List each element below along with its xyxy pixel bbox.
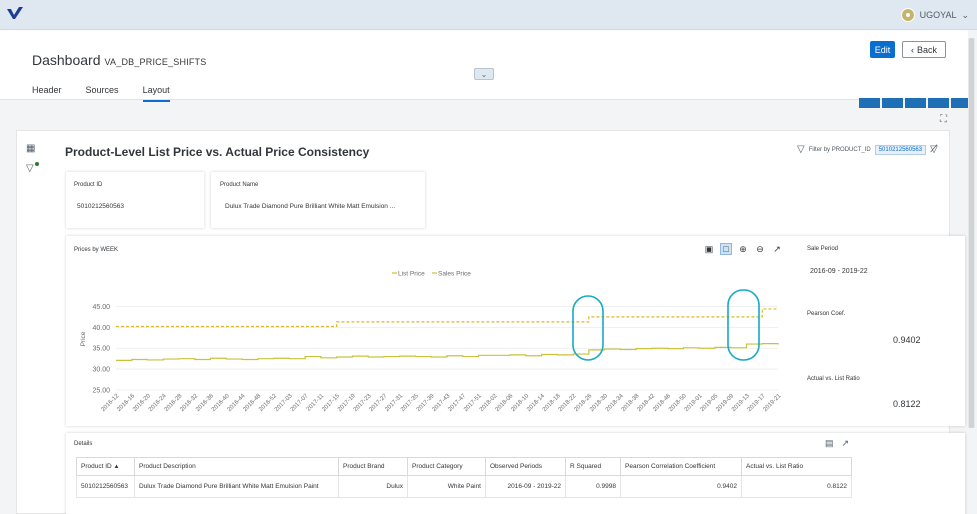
tab-bar: Header Sources Layout [32, 85, 170, 102]
kpi-card-product-id: Product ID 5010212560563 [66, 172, 204, 228]
layout-toolbar [859, 98, 972, 108]
back-label: Back [916, 44, 937, 55]
details-table: Product ID ▲ Product Description Product… [76, 457, 852, 498]
tab-sources[interactable]: Sources [85, 85, 119, 95]
ratio-label: Actual vs. List Ratio [807, 376, 860, 382]
page-title-text: Dashboard [32, 52, 101, 68]
page-title: Dashboard VA_DB_PRICE_SHIFTS [32, 52, 206, 68]
toolbar-button-3[interactable] [905, 98, 926, 108]
fullscreen-icon[interactable]: ⛶ [940, 114, 947, 125]
page-subtitle: VA_DB_PRICE_SHIFTS [104, 57, 207, 67]
user-name: UGOYAL [919, 10, 957, 20]
tab-header[interactable]: Header [32, 85, 62, 95]
select-icon[interactable]: □ [720, 243, 732, 255]
chevron-down-icon: ⌄ [961, 9, 969, 20]
cell-category: White Paint [407, 475, 486, 498]
active-dot [35, 162, 39, 166]
sale-period-value: 2016-09 - 2019-22 [810, 268, 868, 275]
filter-chip[interactable]: 5010212560563 [874, 144, 927, 155]
kpi-card-product-name: Product Name Dulux Trade Diamond Pure Br… [211, 172, 425, 228]
table-row[interactable]: 5010212560563 Dulux Trade Diamond Pure B… [76, 475, 852, 498]
user-menu[interactable]: UGOYAL ⌄ [900, 8, 969, 22]
table-view-icon[interactable]: ▤ [825, 438, 834, 448]
chevron-left-icon: ‹ [910, 44, 914, 55]
sale-period-label: Sale Period [807, 246, 839, 252]
filter-bar: ▽ Filter by PRODUCT_ID 5010212560563 ▽̸ [797, 144, 938, 155]
side-toolbar: ▦ ▽ [26, 143, 39, 174]
filter-label: Filter by PRODUCT_ID [808, 146, 871, 153]
table-header-row: Product ID ▲ Product Description Product… [76, 457, 852, 476]
tab-layout[interactable]: Layout [142, 85, 170, 102]
column-header-label: Product ID [81, 463, 112, 470]
zoom-out-icon[interactable]: ⊖ [756, 243, 764, 254]
details-title: Details [74, 441, 93, 447]
cell-brand: Dulux [338, 475, 408, 498]
cell-ratio: 0.8122 [741, 475, 852, 498]
scrollbar-thumb[interactable] [969, 38, 974, 428]
column-header-ratio[interactable]: Actual vs. List Ratio [741, 457, 852, 476]
kpi-value: 5010212560563 [77, 203, 124, 210]
chart-toolbar: ▣ □ ⊕ ⊖ ↗ [703, 243, 783, 255]
toolbar-button-5[interactable] [951, 98, 972, 108]
app-logo-icon[interactable] [6, 6, 24, 20]
chevron-down-icon: ⌄ [480, 69, 488, 79]
cell-observed-periods: 2016-09 - 2019-22 [485, 475, 566, 498]
kpi-value: Dulux Trade Diamond Pure Brilliant White… [225, 203, 396, 210]
zoom-in-icon[interactable]: ⊕ [739, 243, 747, 254]
avatar [900, 8, 915, 22]
zoom-fit-icon[interactable]: ▣ [704, 243, 714, 254]
edit-button[interactable]: Edit [870, 41, 895, 58]
filter-icon[interactable]: ▽ [26, 162, 39, 174]
column-header-r-squared[interactable]: R Squared [565, 457, 621, 476]
back-button[interactable]: ‹ Back [902, 41, 946, 58]
filter-icon[interactable]: ▽ [797, 144, 805, 155]
cell-product-id: 5010212560563 [76, 475, 135, 498]
object-header: Dashboard VA_DB_PRICE_SHIFTS Edit ‹ Back ⌄… [0, 30, 968, 102]
chart-title: Prices by WEEK [74, 247, 119, 253]
grid-icon[interactable]: ▦ [26, 143, 36, 154]
column-header-product-id[interactable]: Product ID ▲ [76, 457, 135, 476]
external-link-icon[interactable]: ↗ [841, 438, 850, 448]
sort-ascending-icon: ▲ [113, 464, 120, 470]
cell-pearson: 0.9402 [620, 475, 742, 498]
column-header-category[interactable]: Product Category [407, 457, 486, 476]
details-toolbar: ▤ ↗ [825, 438, 849, 449]
ratio-value: 0.8122 [893, 399, 921, 409]
toolbar-button-4[interactable] [928, 98, 949, 108]
pearson-value: 0.9402 [893, 335, 921, 345]
cell-description: Dulux Trade Diamond Pure Brilliant White… [134, 475, 339, 498]
pearson-label: Pearson Coef. [807, 311, 846, 317]
dashboard-title: Product-Level List Price vs. Actual Pric… [65, 145, 370, 159]
page-scrollbar[interactable] [968, 38, 975, 428]
column-header-description[interactable]: Product Description [134, 457, 339, 476]
external-link-icon[interactable]: ↗ [773, 243, 781, 254]
clear-filter-icon[interactable]: ▽̸ [930, 144, 938, 155]
toolbar-button-1[interactable] [859, 98, 880, 108]
toolbar-button-2[interactable] [882, 98, 903, 108]
column-header-pearson[interactable]: Pearson Correlation Coefficient [620, 457, 742, 476]
cell-r-squared: 0.9998 [565, 475, 621, 498]
kpi-label: Product Name [220, 182, 259, 188]
chart-card: Prices by WEEK [66, 236, 965, 426]
collapse-header-button[interactable]: ⌄ [474, 68, 494, 80]
kpi-label: Product ID [74, 182, 103, 188]
column-header-observed-periods[interactable]: Observed Periods [485, 457, 566, 476]
column-header-brand[interactable]: Product Brand [338, 457, 408, 476]
shell-bar: UGOYAL ⌄ [0, 0, 977, 30]
